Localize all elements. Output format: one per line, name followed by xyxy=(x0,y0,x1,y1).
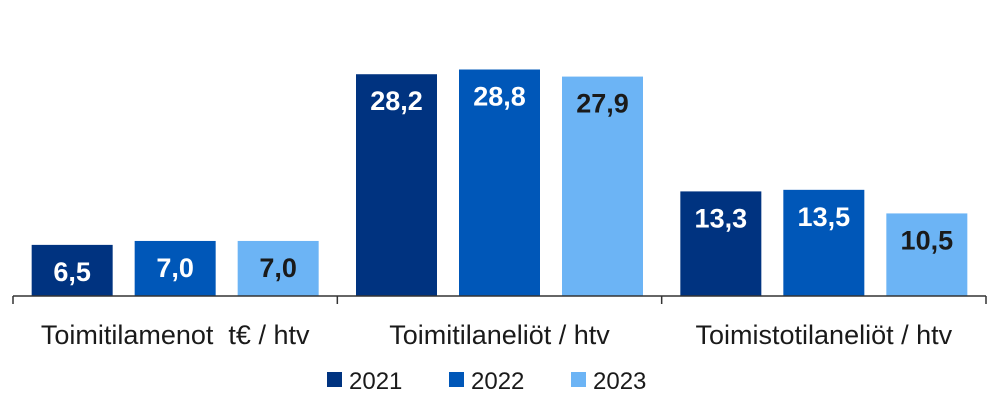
legend-label: 2021 xyxy=(349,368,402,395)
legend-label: 2022 xyxy=(471,368,524,395)
legend-swatch xyxy=(449,372,464,387)
bar-2023 xyxy=(237,240,319,296)
data-label: 28,2 xyxy=(370,86,423,116)
bar-2021 xyxy=(31,244,113,296)
bar-2022 xyxy=(134,240,216,296)
data-label: 7,0 xyxy=(156,253,194,283)
category-labels-layer: Toimitilamenot t€ / htv Toimitilaneliöt /… xyxy=(41,320,953,350)
category-label: Toimitilaneliöt / htv xyxy=(389,320,610,350)
data-label: 13,3 xyxy=(695,203,748,233)
legend-label: 2023 xyxy=(593,368,646,395)
data-label: 13,5 xyxy=(798,202,851,232)
category-label: Toimitilamenot t€ / htv xyxy=(41,320,310,350)
bar-2022 xyxy=(459,69,540,296)
data-label: 28,8 xyxy=(473,82,526,112)
bar-2023 xyxy=(886,213,968,296)
legend-swatch xyxy=(327,372,342,387)
bar-2022 xyxy=(783,189,865,296)
legend-swatch xyxy=(571,372,586,387)
x-axis-ticks xyxy=(12,296,987,304)
value-labels-layer: 6,5 7,0 7,0 28,2 28,8 27,9 13,3 13,5 10,5 xyxy=(53,82,953,287)
bar-2021 xyxy=(680,191,762,296)
category-label: Toimistotilaneliöt / htv xyxy=(696,320,953,350)
bars-layer xyxy=(31,69,968,297)
legend: 2021 2022 2023 xyxy=(327,368,646,395)
bar-2021 xyxy=(356,74,437,297)
data-label: 27,9 xyxy=(576,89,629,119)
bar-2023 xyxy=(562,76,643,296)
data-label: 7,0 xyxy=(259,253,297,283)
data-label: 10,5 xyxy=(901,225,954,255)
data-label: 6,5 xyxy=(53,257,91,287)
